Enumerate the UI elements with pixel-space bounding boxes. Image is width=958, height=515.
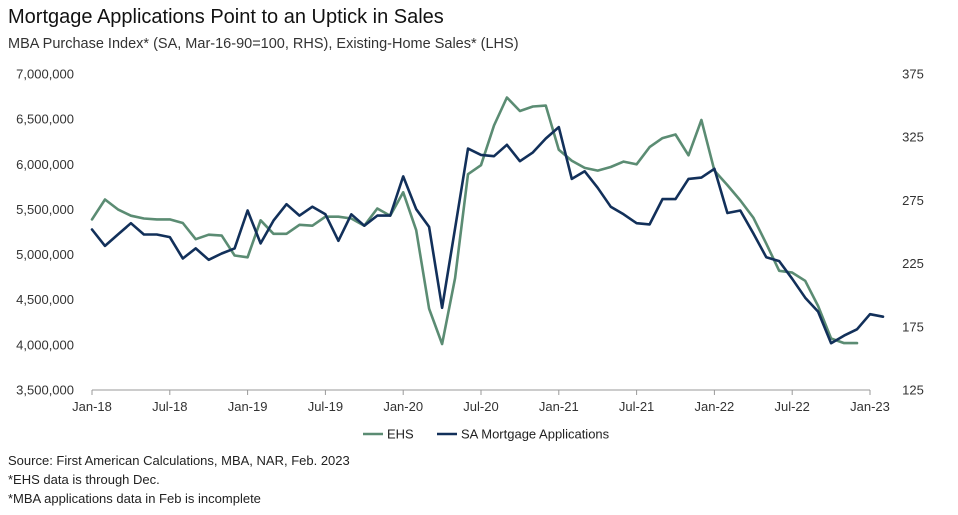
y-left-tick-label: 7,000,000 [16,67,74,82]
x-tick-label: Jan-21 [539,399,579,414]
y-left-tick-label: 6,000,000 [16,157,74,172]
source-note: Source: First American Calculations, MBA… [8,453,350,468]
x-tick-label: Jul-19 [308,399,343,414]
y-left-tick-label: 4,500,000 [16,292,74,307]
legend-mortgage-applications-label: SA Mortgage Applications [461,427,610,442]
x-tick-label: Jan-19 [228,399,268,414]
chart-subtitle: MBA Purchase Index* (SA, Mar-16-90=100, … [8,36,519,52]
x-tick-label: Jan-18 [72,399,112,414]
y-left-tick-label: 6,500,000 [16,112,74,127]
mba-footnote: *MBA applications data in Feb is incompl… [8,491,261,506]
y-left-tick-label: 5,500,000 [16,202,74,217]
y-right-tick-label: 275 [902,193,924,208]
x-tick-label: Jul-18 [152,399,187,414]
mortgage-applications-series-line [90,125,885,345]
ehs-series-line [90,96,859,346]
x-tick-label: Jan-20 [383,399,423,414]
y-right-tick-label: 325 [902,130,924,145]
y-right-tick-label: 125 [902,383,924,398]
y-left-tick-label: 3,500,000 [16,383,74,398]
x-tick-label: Jul-21 [619,399,654,414]
chart-title: Mortgage Applications Point to an Uptick… [8,6,444,28]
x-tick-label: Jul-20 [463,399,498,414]
y-right-tick-label: 225 [902,256,924,271]
y-left-tick-label: 5,000,000 [16,247,74,262]
ehs-footnote: *EHS data is through Dec. [8,472,160,487]
legend-ehs-label: EHS [387,427,414,442]
y-left-tick-label: 4,000,000 [16,337,74,352]
x-tick-label: Jul-22 [774,399,809,414]
x-tick-label: Jan-23 [850,399,890,414]
y-right-tick-label: 175 [902,319,924,334]
x-tick-label: Jan-22 [695,399,735,414]
y-right-tick-label: 375 [902,67,924,82]
